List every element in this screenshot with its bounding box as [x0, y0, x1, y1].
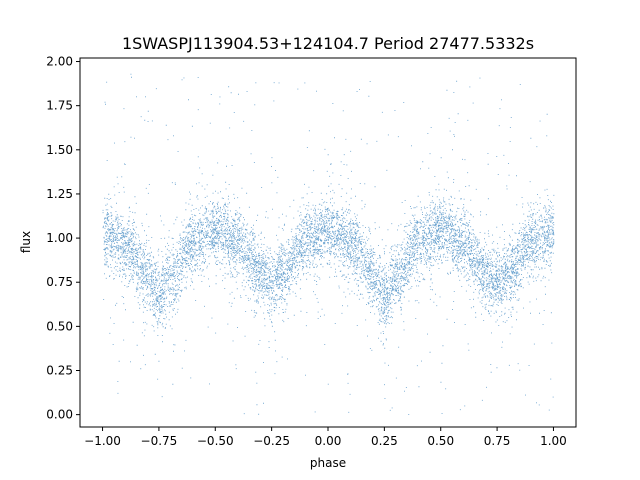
- scatter-points: [102, 73, 555, 415]
- x-tick-label: −0.75: [141, 434, 178, 448]
- y-tick-label: 1.25: [46, 187, 73, 201]
- x-tick-label: 0.75: [484, 434, 511, 448]
- y-tick-label: 0.50: [46, 319, 73, 333]
- x-axis-ticks: −1.00 −0.75 −0.50 −0.25 0.00 0.25 0.50 0.75 1.00: [84, 427, 567, 448]
- y-tick-label: 0.75: [46, 275, 73, 289]
- y-axis-ticks: 0.00 0.25 0.50 0.75 1.00 1.25 1.50 1.75 2.00: [46, 55, 80, 422]
- y-tick-label: 2.00: [46, 55, 73, 69]
- x-tick-label: 1.00: [540, 434, 567, 448]
- x-tick-label: −1.00: [84, 434, 121, 448]
- chart-title: 1SWASPJ113904.53+124104.7 Period 27477.5…: [122, 34, 534, 53]
- x-tick-label: 0.50: [427, 434, 454, 448]
- x-axis-label: phase: [310, 456, 346, 470]
- x-tick-label: −0.25: [253, 434, 290, 448]
- x-tick-label: −0.50: [197, 434, 234, 448]
- y-axis-label: flux: [19, 231, 33, 253]
- y-tick-label: 1.00: [46, 231, 73, 245]
- x-tick-label: 0.00: [315, 434, 342, 448]
- y-tick-label: 1.75: [46, 99, 73, 113]
- y-tick-label: 1.50: [46, 143, 73, 157]
- x-tick-label: 0.25: [371, 434, 398, 448]
- y-tick-label: 0.25: [46, 364, 73, 378]
- y-tick-label: 0.00: [46, 408, 73, 422]
- flux-points: [102, 73, 555, 415]
